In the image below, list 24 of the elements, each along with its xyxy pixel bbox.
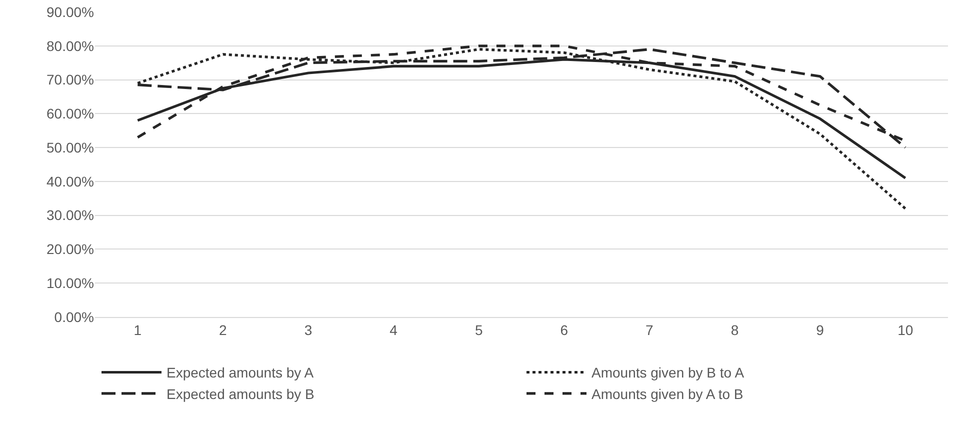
- y-tick-label: 40.00%: [46, 173, 94, 190]
- y-tick-label: 0.00%: [54, 308, 94, 325]
- y-tick-label: 50.00%: [46, 139, 94, 156]
- y-tick-label: 70.00%: [46, 72, 94, 88]
- y-tick-label: 30.00%: [46, 207, 94, 224]
- y-tick-label: 80.00%: [46, 38, 94, 54]
- y-tick-label: 90.00%: [46, 4, 94, 20]
- x-tick-label: 6: [560, 322, 568, 338]
- legend-label: Amounts given by B to A: [592, 364, 745, 381]
- x-tick-label: 3: [304, 322, 312, 338]
- y-tick-label: 60.00%: [46, 106, 94, 122]
- legend-label: Amounts given by A to B: [592, 386, 744, 402]
- x-tick-label: 4: [390, 322, 398, 338]
- y-tick-label: 20.00%: [46, 241, 94, 258]
- x-tick-label: 9: [816, 322, 824, 338]
- x-tick-label: 1: [134, 322, 142, 338]
- x-tick-label: 8: [730, 322, 739, 338]
- y-tick-label: 10.00%: [46, 275, 94, 292]
- x-tick-label: 10: [898, 322, 914, 338]
- legend-label: Expected amounts by B: [166, 386, 314, 402]
- legend-label: Expected amounts by A: [166, 364, 314, 381]
- x-tick-label: 2: [219, 322, 228, 338]
- x-tick-label: 5: [474, 322, 483, 338]
- x-tick-label: 7: [646, 322, 654, 338]
